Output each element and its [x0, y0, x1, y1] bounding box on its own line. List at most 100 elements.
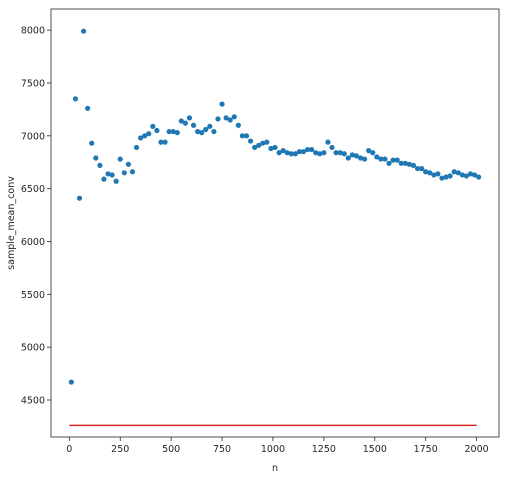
- data-point: [406, 161, 412, 167]
- data-point: [195, 128, 201, 135]
- data-point: [459, 172, 465, 178]
- y-tick-label: 8000: [21, 26, 45, 37]
- data-point: [280, 148, 286, 154]
- data-point: [471, 172, 478, 178]
- y-axis-label: sample_mean_conv: [6, 176, 17, 270]
- data-point: [190, 122, 197, 128]
- data-point: [370, 150, 376, 156]
- x-tick-label: 2000: [465, 444, 489, 455]
- data-point: [329, 144, 335, 151]
- data-point: [317, 151, 323, 157]
- data-point: [427, 170, 433, 176]
- x-tick-label: 1000: [261, 444, 285, 455]
- data-point: [93, 155, 99, 161]
- data-point: [109, 172, 115, 178]
- data-point: [304, 146, 311, 153]
- y-tick-label: 5500: [21, 290, 45, 301]
- data-point: [223, 115, 229, 121]
- y-tick-label: 6500: [21, 184, 45, 195]
- data-point: [439, 175, 445, 181]
- data-point: [333, 150, 339, 156]
- data-point: [174, 130, 180, 136]
- data-point: [378, 156, 384, 162]
- data-point: [402, 160, 408, 166]
- data-point: [463, 173, 470, 179]
- data-point: [374, 154, 380, 160]
- data-point: [72, 96, 79, 102]
- data-point: [321, 150, 327, 156]
- y-tick-label: 6000: [21, 237, 45, 248]
- x-tick-label: 1500: [363, 444, 387, 455]
- data-point: [292, 151, 298, 157]
- data-point: [182, 120, 188, 126]
- data-point: [178, 118, 184, 124]
- data-point: [268, 145, 274, 152]
- data-point: [97, 162, 103, 169]
- y-tick-label: 7500: [21, 78, 45, 89]
- data-point: [386, 160, 392, 166]
- axes-frame: [50, 8, 500, 438]
- x-tick-label: 0: [66, 444, 72, 455]
- data-point: [431, 172, 437, 178]
- data-point: [211, 128, 217, 135]
- data-point: [414, 165, 421, 172]
- x-tick-label: 500: [162, 444, 180, 455]
- data-point: [264, 139, 270, 145]
- data-point: [231, 114, 237, 120]
- data-point: [341, 151, 347, 157]
- data-point: [170, 128, 176, 135]
- data-point: [345, 155, 351, 161]
- data-point: [133, 144, 140, 151]
- data-point: [272, 144, 278, 151]
- data-point: [68, 379, 74, 385]
- data-point: [203, 126, 209, 133]
- data-point: [337, 150, 343, 156]
- data-point: [199, 130, 205, 136]
- data-point: [362, 156, 368, 162]
- data-point: [186, 115, 193, 121]
- data-point: [443, 174, 449, 180]
- data-point: [113, 178, 119, 184]
- data-point: [447, 173, 453, 179]
- data-point: [247, 138, 254, 144]
- data-point: [260, 140, 266, 146]
- data-point: [476, 174, 482, 180]
- data-point: [353, 153, 360, 159]
- data-point: [288, 151, 294, 157]
- data-point: [227, 117, 233, 123]
- data-point: [455, 170, 461, 176]
- data-point: [313, 150, 319, 156]
- data-point: [296, 149, 303, 155]
- y-tick-label: 7000: [21, 131, 45, 142]
- data-point: [256, 142, 262, 148]
- data-point: [150, 123, 156, 129]
- x-tick-label: 750: [213, 444, 231, 455]
- x-axis-ticks: 0 250 500 750 1000 1250 1500 1750 2000: [66, 437, 489, 455]
- data-point: [158, 139, 164, 145]
- data-point: [85, 105, 91, 111]
- data-point: [300, 149, 307, 155]
- data-point: [89, 140, 95, 146]
- y-axis-ticks: 4500 5000 5500 6000 6500 7000 7500 8000: [21, 26, 51, 407]
- data-point: [129, 169, 136, 175]
- data-point: [138, 135, 144, 141]
- data-point: [219, 101, 225, 107]
- data-point: [366, 148, 372, 154]
- data-point: [146, 131, 152, 137]
- data-point: [121, 170, 127, 176]
- data-point: [435, 171, 441, 177]
- data-point: [398, 160, 404, 166]
- data-point: [76, 195, 83, 201]
- y-tick-label: 4500: [21, 396, 45, 407]
- data-point: [390, 157, 396, 163]
- data-point: [349, 152, 355, 158]
- data-point: [419, 165, 425, 172]
- x-axis-label: n: [272, 463, 278, 474]
- data-point: [235, 122, 241, 128]
- data-point: [394, 157, 400, 163]
- data-point: [215, 116, 221, 122]
- data-point: [80, 28, 87, 34]
- data-point: [166, 128, 172, 135]
- data-point: [382, 156, 388, 162]
